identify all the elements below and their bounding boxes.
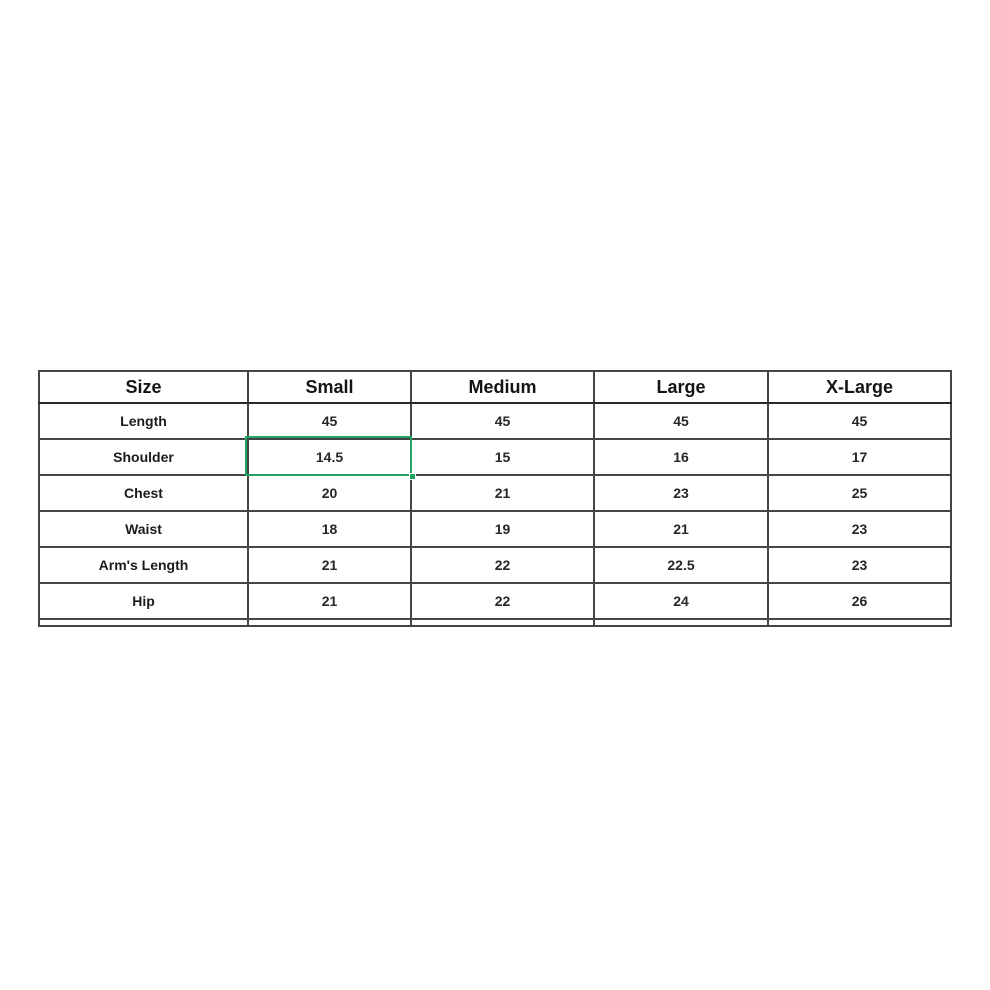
cell-waist-x-large[interactable]: 23 [767, 510, 952, 548]
cell-chest-medium[interactable]: 21 [410, 474, 595, 512]
cell-shoulder-x-large[interactable]: 17 [767, 438, 952, 476]
header-cell-large[interactable]: Large [593, 370, 769, 404]
size-chart-table: Size Small Medium Large X-Large Length 4… [38, 370, 952, 627]
row-label-hip[interactable]: Hip [38, 582, 249, 620]
cell-hip-small[interactable]: 21 [247, 582, 412, 620]
header-cell-medium[interactable]: Medium [410, 370, 595, 404]
cropped-partial-row [38, 618, 952, 627]
cell-arms-length-x-large[interactable]: 23 [767, 546, 952, 584]
size-chart-table-container: Size Small Medium Large X-Large Length 4… [38, 370, 952, 627]
row-label-length[interactable]: Length [38, 402, 249, 440]
row-label-shoulder[interactable]: Shoulder [38, 438, 249, 476]
cell-waist-large[interactable]: 21 [593, 510, 769, 548]
cell-arms-length-small[interactable]: 21 [247, 546, 412, 584]
cell-chest-x-large[interactable]: 25 [767, 474, 952, 512]
cell-shoulder-medium[interactable]: 15 [410, 438, 595, 476]
cell-hip-medium[interactable]: 22 [410, 582, 595, 620]
table-row-hip: Hip 21 22 24 26 [38, 582, 952, 620]
table-row-arms-length: Arm's Length 21 22 22.5 23 [38, 546, 952, 584]
table-row-waist: Waist 18 19 21 23 [38, 510, 952, 548]
row-label-arms-length[interactable]: Arm's Length [38, 546, 249, 584]
table-row-length: Length 45 45 45 45 [38, 402, 952, 440]
cell-hip-x-large[interactable]: 26 [767, 582, 952, 620]
header-cell-x-large[interactable]: X-Large [767, 370, 952, 404]
cell-chest-small[interactable]: 20 [247, 474, 412, 512]
cell-length-medium[interactable]: 45 [410, 402, 595, 440]
table-row-shoulder: Shoulder 14.5 15 16 17 [38, 438, 952, 476]
header-row: Size Small Medium Large X-Large [38, 370, 952, 404]
cell-arms-length-large[interactable]: 22.5 [593, 546, 769, 584]
header-cell-size[interactable]: Size [38, 370, 249, 404]
cell-hip-large[interactable]: 24 [593, 582, 769, 620]
cell-shoulder-large[interactable]: 16 [593, 438, 769, 476]
cell-length-x-large[interactable]: 45 [767, 402, 952, 440]
selection-fill-handle[interactable] [409, 473, 416, 480]
row-label-chest[interactable]: Chest [38, 474, 249, 512]
row-label-waist[interactable]: Waist [38, 510, 249, 548]
cell-arms-length-medium[interactable]: 22 [410, 546, 595, 584]
header-cell-small[interactable]: Small [247, 370, 412, 404]
cell-waist-medium[interactable]: 19 [410, 510, 595, 548]
cell-waist-small[interactable]: 18 [247, 510, 412, 548]
selected-cell-shoulder-small[interactable]: 14.5 [247, 438, 412, 476]
cell-length-small[interactable]: 45 [247, 402, 412, 440]
cell-chest-large[interactable]: 23 [593, 474, 769, 512]
cell-length-large[interactable]: 45 [593, 402, 769, 440]
table-row-chest: Chest 20 21 23 25 [38, 474, 952, 512]
